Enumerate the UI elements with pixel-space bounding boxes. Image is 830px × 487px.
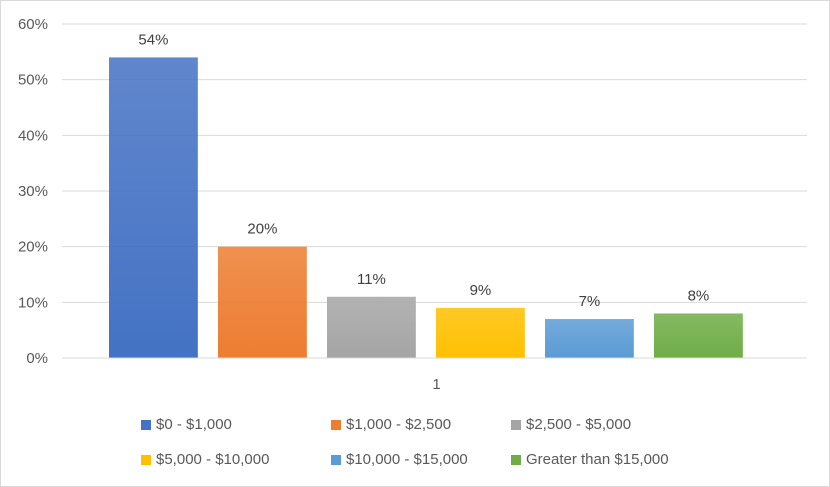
- legend-item: $10,000 - $15,000: [331, 451, 468, 468]
- legend-label: Greater than $15,000: [526, 451, 669, 468]
- legend-label: $5,000 - $10,000: [156, 451, 270, 468]
- legend-label: $0 - $1,000: [156, 416, 232, 433]
- bar: [545, 319, 634, 358]
- bar: [109, 57, 198, 359]
- legend-item: $5,000 - $10,000: [141, 451, 269, 468]
- legend-item: $1,000 - $2,500: [331, 416, 451, 433]
- data-label: 54%: [138, 31, 168, 48]
- y-tick-label: 20%: [18, 239, 48, 256]
- legend-label: $1,000 - $2,500: [346, 416, 452, 433]
- x-tick-label: 1: [432, 376, 440, 393]
- data-label: 20%: [247, 221, 277, 238]
- legend-label: $2,500 - $5,000: [526, 416, 632, 433]
- y-tick-label: 0%: [26, 350, 48, 367]
- data-label: 7%: [579, 293, 601, 310]
- y-tick-label: 60%: [18, 16, 48, 33]
- data-label: 11%: [357, 271, 386, 288]
- legend-item: $2,500 - $5,000: [511, 416, 631, 433]
- bar-chart: 0% 10% 20% 30% 40% 50% 60% 54% 20% 11% 9% 7% 8% 1: [18, 16, 807, 393]
- data-label: 9%: [470, 282, 492, 299]
- legend-swatch: [511, 419, 521, 430]
- data-label: 8%: [688, 287, 710, 304]
- bar: [327, 296, 416, 358]
- bar: [218, 246, 307, 358]
- legend-swatch: [331, 419, 341, 430]
- legend-label: $10,000 - $15,000: [346, 451, 468, 468]
- chart-legend: $0 - $1,000 $1,000 - $2,500 $2,500 - $5,00…: [141, 411, 741, 481]
- y-tick-label: 10%: [18, 294, 48, 311]
- bar: [654, 313, 743, 358]
- legend-item: Greater than $15,000: [511, 451, 669, 468]
- legend-swatch: [141, 454, 151, 465]
- bar: [436, 307, 525, 358]
- y-tick-label: 40%: [18, 127, 48, 144]
- y-tick-label: 50%: [18, 72, 48, 89]
- y-tick-label: 30%: [18, 183, 48, 200]
- legend-swatch: [141, 419, 151, 430]
- legend-swatch: [511, 454, 521, 465]
- legend-swatch: [331, 454, 341, 465]
- legend-item: $0 - $1,000: [141, 416, 232, 433]
